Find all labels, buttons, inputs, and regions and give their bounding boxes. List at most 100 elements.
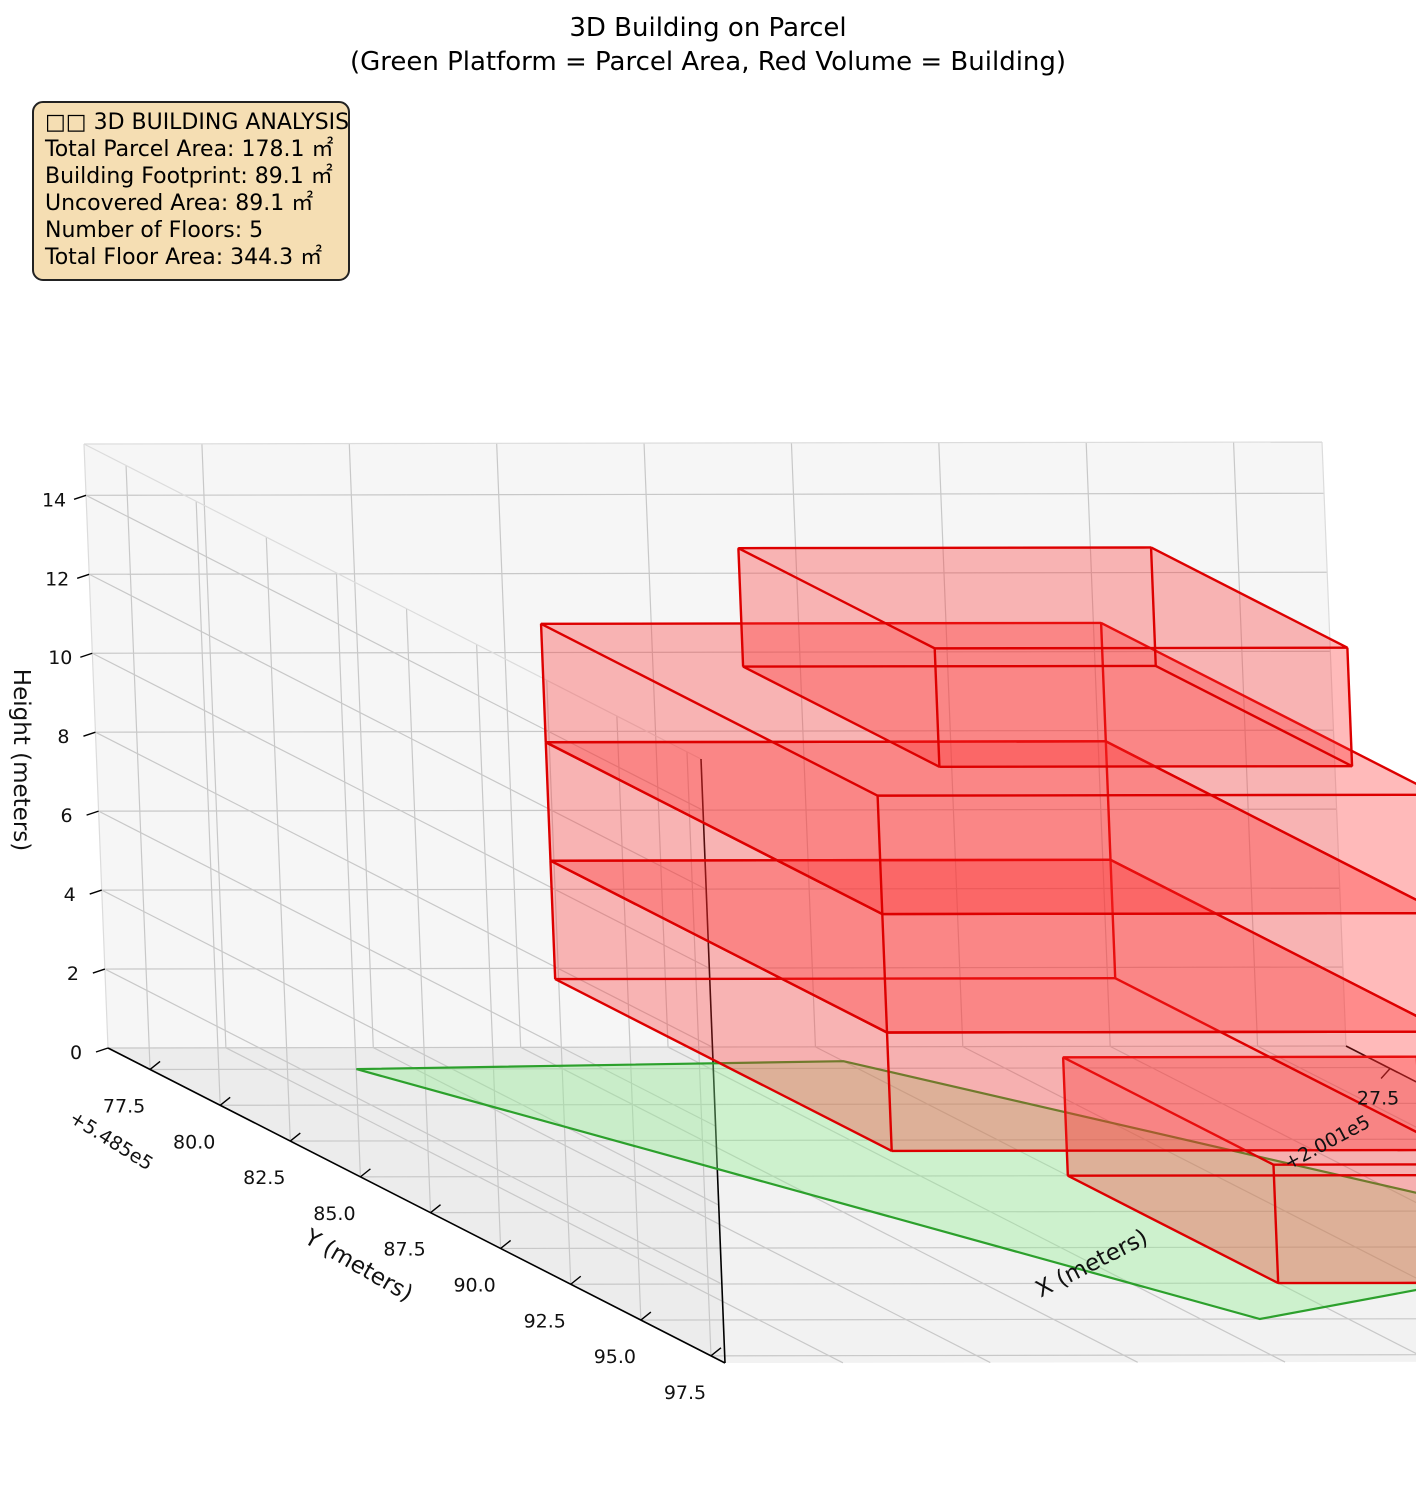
floor-edge [545, 740, 1106, 744]
pane-edge [83, 443, 702, 760]
info-building-footprint: Building Footprint: 89.1 ㎡ [45, 164, 333, 189]
grid-line [405, 608, 432, 1213]
floor-edge [1062, 1056, 1275, 1166]
floor-edge [1150, 546, 1348, 649]
pane-edge [83, 441, 1323, 445]
y-tick-label: 90.0 [453, 1274, 495, 1296]
y-tick-label: 97.5 [664, 1382, 706, 1404]
floor-face [1272, 1163, 1416, 1284]
z-tick-label: 12 [45, 568, 69, 590]
grid-line [667, 1046, 1286, 1363]
floor-edge [737, 547, 936, 650]
building-floor-4 [539, 621, 1416, 916]
y-tick [289, 1132, 301, 1142]
y-axis-line [107, 1047, 726, 1364]
y-tick [219, 1096, 231, 1106]
z-tick [76, 573, 90, 579]
floor-edge [549, 859, 888, 1034]
floor-edge [1109, 858, 1416, 1018]
grid-line [265, 537, 291, 1142]
y-tick-label: 85.0 [313, 1203, 355, 1225]
grid-line [790, 442, 817, 1047]
grid-line [570, 1282, 1416, 1285]
floor-edge [876, 795, 884, 915]
grid-line [85, 494, 704, 811]
floor-edge [555, 977, 1116, 981]
y-axis-label: Y (meters) [299, 1224, 417, 1307]
floor-edge [939, 764, 1353, 769]
z-tick-label: 14 [42, 489, 66, 511]
y-tick-label: 82.5 [243, 1167, 285, 1189]
y-tick [500, 1239, 512, 1250]
z-tick-label: 10 [48, 647, 72, 669]
floor-edge [742, 665, 940, 768]
x-tick-label: 27.5 [1357, 1088, 1399, 1110]
floor-face [876, 794, 1416, 915]
floor-edge [885, 1032, 893, 1151]
building-floor-5 [737, 546, 1354, 769]
y-tick-label: 87.5 [383, 1239, 425, 1261]
y-tick [430, 1204, 441, 1214]
grid-line [201, 443, 227, 1048]
z-tick [95, 1047, 109, 1053]
building-analysis-box: □□ 3D BUILDING ANALYSIS Total Parcel Are… [32, 101, 350, 281]
parcel-platform [356, 1060, 1416, 1321]
chart-title-line1: 3D Building on Parcel [569, 13, 847, 43]
y-tick [710, 1347, 722, 1357]
chart-title-line2: (Green Platform = Parcel Area, Red Volum… [349, 47, 1067, 77]
grid-line [92, 652, 710, 969]
grid-line [476, 644, 502, 1249]
floor-face [881, 912, 1416, 1034]
floor-edge [1155, 664, 1353, 768]
grid-line [95, 729, 1334, 733]
x-tick [1380, 1068, 1391, 1079]
y-tick-label: 80.0 [173, 1131, 215, 1153]
grid-line [104, 968, 723, 1285]
floor-edge [1105, 740, 1416, 902]
floor-edge [1100, 621, 1416, 786]
grid-line [643, 443, 669, 1048]
grid-line [86, 492, 1325, 496]
z-tick-label: 6 [61, 805, 73, 827]
grid-line [348, 443, 374, 1048]
building-floor-2 [549, 858, 1416, 1153]
info-number-of-floors: Number of Floors: 5 [45, 218, 264, 243]
building-layer [539, 546, 1416, 1285]
floor-edge [540, 622, 879, 797]
z-tick [73, 494, 87, 500]
z-tick [92, 968, 106, 974]
pane-edge [1321, 441, 1347, 1047]
floor-edge [1273, 1163, 1416, 1166]
z-tick-label: 8 [57, 726, 69, 748]
grid-line [335, 572, 362, 1177]
grid-line [104, 966, 1343, 970]
z-tick-label: 0 [70, 1042, 82, 1064]
pane-edge [83, 443, 109, 1049]
grid-line [98, 808, 1337, 812]
z-tick [86, 810, 99, 816]
floor-edge [1109, 859, 1117, 979]
floor-edge [1346, 647, 1354, 767]
floor-edge [934, 646, 1348, 650]
floor-edge [743, 664, 1156, 668]
parcel-layer [356, 1060, 1416, 1321]
floor-edge [1061, 1057, 1070, 1176]
z-tick-label: 2 [67, 963, 79, 985]
grid-line [98, 810, 716, 1127]
grid-line [225, 1047, 844, 1364]
right-back-pane [84, 442, 1346, 1048]
grid-line [938, 442, 964, 1047]
y-tick-label: 95.0 [594, 1346, 636, 1368]
floor-edge [544, 742, 552, 861]
floor-edge [738, 546, 1152, 550]
floor-edge [539, 623, 547, 743]
floor-edge [1149, 547, 1157, 666]
grid-line [1109, 1045, 1416, 1204]
floor-edge [1067, 1174, 1279, 1285]
floor-edge [1063, 1055, 1416, 1059]
floor-edge [541, 621, 1102, 626]
floor-edge [891, 1148, 1416, 1153]
z-axis-label: Height (meters) [8, 669, 34, 851]
y-tick [359, 1168, 371, 1178]
y-tick [640, 1311, 652, 1321]
